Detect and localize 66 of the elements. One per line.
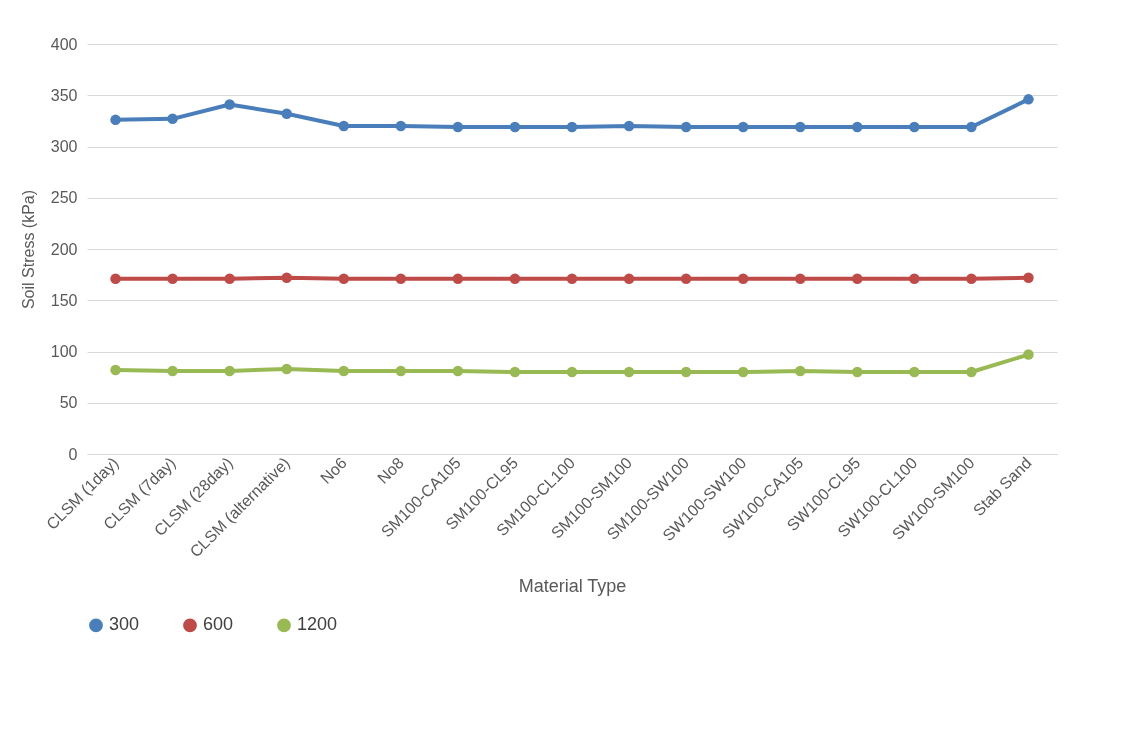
point: [281, 363, 292, 375]
x-tick-label: No6: [317, 454, 350, 487]
point: [281, 108, 292, 119]
point: [452, 273, 464, 284]
point: [509, 121, 521, 133]
y-tick-label: 0: [68, 445, 78, 463]
legend-label: 300: [109, 614, 140, 635]
y-tick-label: 400: [50, 35, 78, 53]
point: [167, 365, 178, 377]
point: [623, 120, 635, 132]
point: [452, 365, 464, 377]
legend-label: 600: [203, 614, 234, 635]
point: [680, 273, 692, 284]
point: [110, 273, 121, 284]
point: [338, 365, 350, 377]
y-axis-title: Soil Stress (kPa): [19, 189, 37, 310]
point: [737, 273, 749, 284]
y-tick-label: 150: [50, 291, 78, 309]
point: [623, 366, 635, 378]
y-tick-label: 50: [59, 394, 78, 412]
point: [623, 273, 635, 284]
point: [737, 366, 749, 378]
point: [794, 273, 806, 284]
point: [281, 272, 292, 283]
point: [909, 273, 920, 284]
point: [852, 366, 863, 378]
point: [852, 273, 863, 284]
point: [966, 366, 977, 378]
point: [566, 121, 578, 133]
point: [680, 121, 692, 133]
point: [509, 273, 521, 284]
x-axis-title: Material Type: [518, 576, 627, 597]
y-tick-label: 250: [50, 189, 78, 207]
point: [110, 364, 121, 376]
point: [167, 273, 178, 284]
y-tick-label: 200: [50, 240, 78, 258]
point: [909, 366, 920, 378]
point: [110, 114, 121, 126]
point: [395, 120, 407, 132]
y-tick-label: 100: [50, 343, 78, 360]
point: [680, 366, 692, 378]
point: [1023, 272, 1034, 283]
legend-label: 1200: [297, 614, 338, 635]
point: [566, 366, 578, 378]
y-tick-label: 300: [50, 138, 78, 155]
y-tick-label: 350: [50, 86, 78, 104]
point: [395, 365, 407, 377]
point: [338, 273, 350, 284]
point: [794, 365, 806, 377]
point: [1023, 94, 1034, 105]
point: [966, 273, 977, 284]
point: [224, 273, 235, 284]
point: [452, 121, 464, 133]
point: [966, 121, 977, 133]
point: [224, 365, 235, 377]
point: [1023, 349, 1034, 360]
point: [909, 121, 920, 133]
point: [737, 121, 749, 133]
point: [509, 366, 521, 378]
point: [794, 121, 806, 133]
point: [852, 121, 863, 133]
point: [224, 99, 235, 110]
point: [167, 113, 178, 125]
point: [338, 120, 350, 132]
point: [566, 273, 578, 284]
point: [395, 273, 407, 284]
